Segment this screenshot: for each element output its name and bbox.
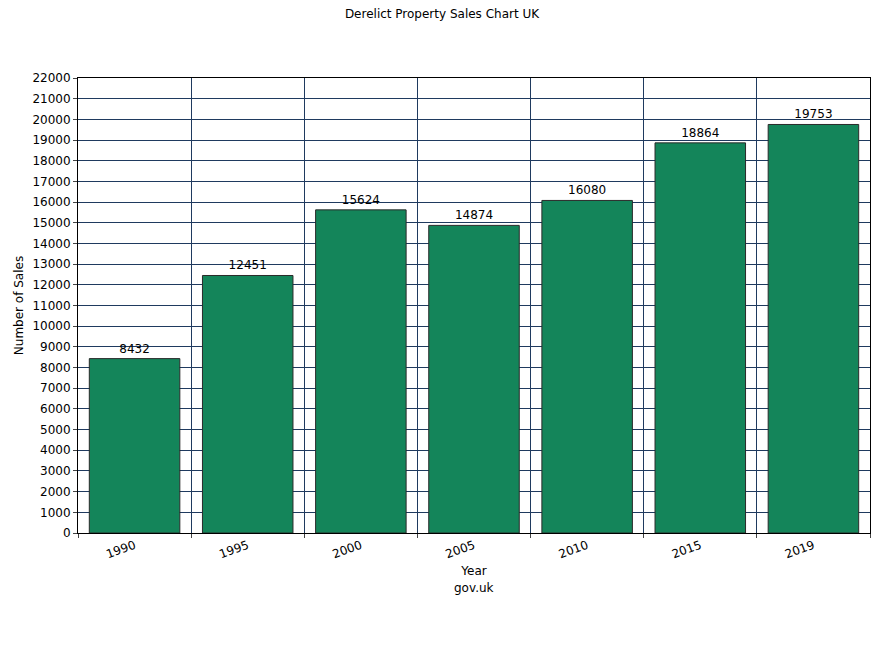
svg-text:12451: 12451 <box>229 258 267 272</box>
svg-text:gov.uk: gov.uk <box>454 581 494 595</box>
svg-text:2019: 2019 <box>783 538 816 562</box>
svg-text:18000: 18000 <box>32 154 70 168</box>
svg-text:2000: 2000 <box>330 538 363 562</box>
svg-text:7000: 7000 <box>40 381 71 395</box>
svg-text:17000: 17000 <box>32 175 70 189</box>
svg-text:13000: 13000 <box>32 257 70 271</box>
svg-text:3000: 3000 <box>40 464 71 478</box>
svg-text:15000: 15000 <box>32 216 70 230</box>
svg-text:Number of Sales: Number of Sales <box>12 256 26 355</box>
svg-text:0: 0 <box>63 526 71 540</box>
svg-text:5000: 5000 <box>40 423 71 437</box>
svg-text:1995: 1995 <box>217 538 250 562</box>
svg-text:9000: 9000 <box>40 340 71 354</box>
svg-text:12000: 12000 <box>32 278 70 292</box>
svg-text:2005: 2005 <box>444 538 477 562</box>
svg-text:Derelict Property Sales Chart: Derelict Property Sales Chart UK <box>345 7 540 21</box>
svg-text:6000: 6000 <box>40 402 71 416</box>
svg-text:11000: 11000 <box>32 299 70 313</box>
svg-text:2015: 2015 <box>670 538 703 562</box>
svg-text:2000: 2000 <box>40 485 71 499</box>
svg-text:4000: 4000 <box>40 443 71 457</box>
svg-text:10000: 10000 <box>32 319 70 333</box>
svg-text:22000: 22000 <box>32 71 70 85</box>
svg-text:8432: 8432 <box>119 342 150 356</box>
svg-text:1000: 1000 <box>40 506 71 520</box>
svg-text:8000: 8000 <box>40 361 71 375</box>
svg-text:16080: 16080 <box>568 183 606 197</box>
svg-text:Year: Year <box>460 564 486 578</box>
svg-text:21000: 21000 <box>32 92 70 106</box>
svg-text:19000: 19000 <box>32 133 70 147</box>
svg-text:18864: 18864 <box>681 126 719 140</box>
svg-text:19753: 19753 <box>794 107 832 121</box>
svg-text:20000: 20000 <box>32 113 70 127</box>
svg-text:2010: 2010 <box>557 538 590 562</box>
svg-text:1990: 1990 <box>104 538 137 562</box>
svg-text:14000: 14000 <box>32 237 70 251</box>
svg-text:16000: 16000 <box>32 195 70 209</box>
svg-text:14874: 14874 <box>455 208 493 222</box>
svg-text:15624: 15624 <box>342 193 380 207</box>
